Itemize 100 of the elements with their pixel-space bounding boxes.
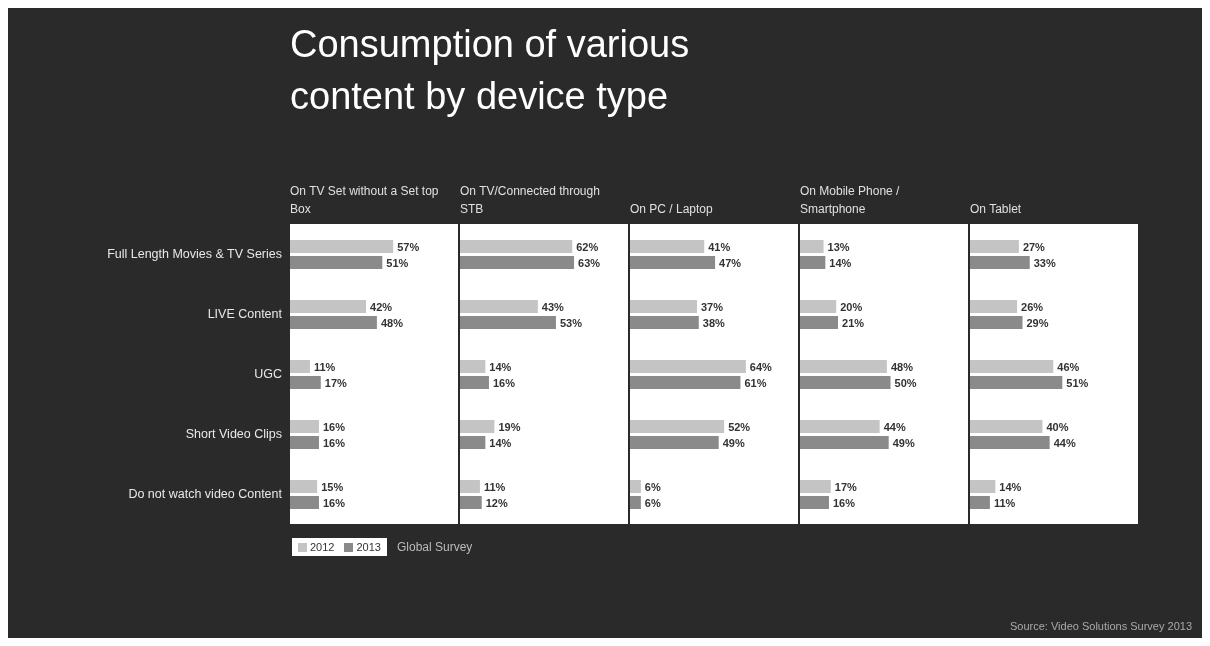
data-label: 52%	[728, 420, 751, 433]
data-label: 41%	[708, 240, 731, 253]
bar	[630, 480, 641, 493]
data-label: 57%	[397, 240, 420, 253]
chart-subtitle: On Mobile Phone / Smartphone	[800, 183, 901, 218]
data-label: 16%	[322, 496, 346, 509]
data-label: 17%	[324, 376, 348, 389]
data-label: 43%	[541, 300, 565, 313]
bar	[970, 300, 1018, 313]
y-tick-label: UGC	[254, 367, 282, 382]
bar	[460, 496, 482, 509]
bar	[290, 436, 319, 449]
data-label: 50%	[894, 376, 917, 389]
data-label: 15%	[321, 480, 344, 493]
data-label: 21%	[842, 316, 865, 329]
data-label: 17%	[834, 480, 858, 493]
chart-subtitle: On TV Set without a Set top Box	[290, 183, 440, 218]
bar	[970, 376, 1063, 389]
data-label: 61%	[744, 376, 767, 389]
bar	[290, 256, 383, 269]
bar	[630, 300, 697, 313]
data-label: 6%	[644, 496, 661, 509]
data-label: 16%	[492, 376, 516, 389]
data-label: 33%	[1033, 256, 1056, 269]
data-label: 51%	[386, 256, 409, 269]
data-label: 13%	[827, 240, 850, 253]
bar	[800, 480, 831, 493]
chart-subtitle: On Tablet	[970, 201, 1023, 218]
data-label: 26%	[1021, 300, 1044, 313]
data-label: 14%	[489, 436, 512, 449]
data-label: 27%	[1022, 240, 1046, 253]
source-note: Source: Video Solutions Survey 2013	[1009, 620, 1192, 632]
bar	[630, 316, 699, 329]
bar	[630, 240, 705, 253]
bar	[290, 300, 367, 313]
data-label: 46%	[1057, 360, 1080, 373]
data-label: 16%	[832, 496, 856, 509]
data-label: 64%	[749, 360, 773, 373]
data-label: 63%	[578, 256, 601, 269]
bar	[290, 376, 321, 389]
bar	[970, 496, 990, 509]
text: Global Survey	[396, 540, 473, 554]
bar	[970, 240, 1019, 253]
bar	[460, 360, 486, 373]
data-label: 44%	[1053, 436, 1076, 449]
bar	[460, 316, 556, 329]
chart-subtitle: On PC / Laptop	[630, 201, 714, 218]
data-label: 12%	[485, 496, 508, 509]
bar	[970, 256, 1030, 269]
bar	[800, 496, 829, 509]
bar	[290, 240, 394, 253]
bar	[290, 420, 319, 433]
bar	[970, 436, 1050, 449]
bar	[290, 360, 310, 373]
bar	[800, 240, 824, 253]
bar	[460, 240, 573, 253]
data-label: 6%	[644, 480, 661, 493]
data-label: 37%	[700, 300, 724, 313]
data-label: 40%	[1046, 420, 1069, 433]
bar	[970, 420, 1043, 433]
bar	[800, 376, 891, 389]
y-tick-label: Do not watch video Content	[128, 487, 283, 502]
data-label: 44%	[883, 420, 906, 433]
bar	[460, 256, 575, 269]
data-label: 14%	[999, 480, 1022, 493]
data-label: 19%	[498, 420, 521, 433]
data-label: 48%	[890, 360, 914, 373]
data-label: 14%	[489, 360, 512, 373]
bar	[290, 496, 319, 509]
y-tick-label: Full Length Movies & TV Series	[107, 247, 282, 262]
legend-label: 2013	[355, 541, 381, 553]
data-label: 16%	[322, 436, 346, 449]
text: Consumption of various content by device type	[290, 22, 691, 119]
bar	[630, 360, 746, 373]
y-tick-label: Short Video Clips	[185, 427, 282, 442]
bar	[460, 480, 480, 493]
bar	[970, 316, 1023, 329]
y-tick-label: LIVE Content	[207, 307, 283, 322]
bar	[800, 256, 826, 269]
bar	[460, 300, 538, 313]
bar	[970, 360, 1054, 373]
bar	[800, 316, 839, 329]
bar	[460, 376, 489, 389]
legend-label: 2012	[309, 541, 335, 553]
data-label: 11%	[483, 480, 506, 493]
data-label: 42%	[370, 300, 393, 313]
bar	[800, 300, 837, 313]
bar	[800, 360, 887, 373]
bar	[460, 436, 486, 449]
data-label: 20%	[840, 300, 863, 313]
data-label: 11%	[993, 496, 1016, 509]
bar	[630, 496, 641, 509]
data-label: 47%	[719, 256, 742, 269]
bar	[800, 436, 889, 449]
data-label: 49%	[722, 436, 745, 449]
bar	[460, 420, 495, 433]
data-label: 51%	[1066, 376, 1089, 389]
data-label: 11%	[313, 360, 336, 373]
bar	[630, 436, 719, 449]
bar	[800, 420, 880, 433]
